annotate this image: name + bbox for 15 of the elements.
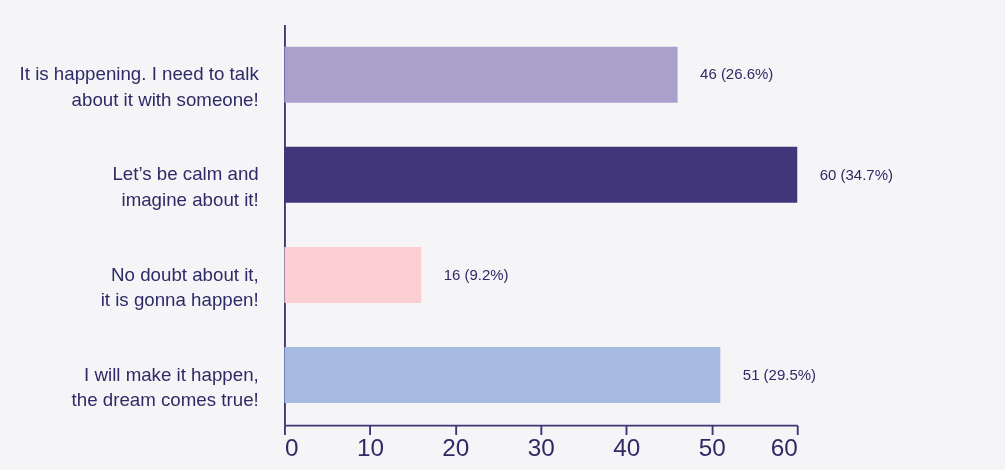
x-tick-label: 20 bbox=[442, 434, 470, 462]
y-tick-label: It is happening. I need to talk about it with someone! bbox=[19, 63, 260, 110]
x-tick-label: 0 bbox=[284, 434, 299, 462]
data-label: 60 (34.7%) bbox=[819, 165, 893, 183]
x-tick-label: 40 bbox=[613, 434, 641, 462]
y-tick-label: No doubt about it, it is gonna happen! bbox=[100, 263, 259, 310]
x-tick-label: 10 bbox=[356, 434, 384, 462]
data-label: 16 (9.2%) bbox=[443, 265, 509, 283]
x-tick-label: 60 bbox=[770, 434, 798, 462]
x-tick-label: 30 bbox=[527, 434, 555, 462]
x-tick-label: 50 bbox=[698, 434, 726, 462]
data-label: 51 (29.5%) bbox=[742, 365, 817, 383]
data-label: 46 (26.6%) bbox=[700, 65, 774, 83]
y-tick-label: I will make it happen, the dream comes true! bbox=[71, 363, 259, 410]
y-tick-label: Let’s be calm and imagine about it! bbox=[112, 163, 259, 210]
